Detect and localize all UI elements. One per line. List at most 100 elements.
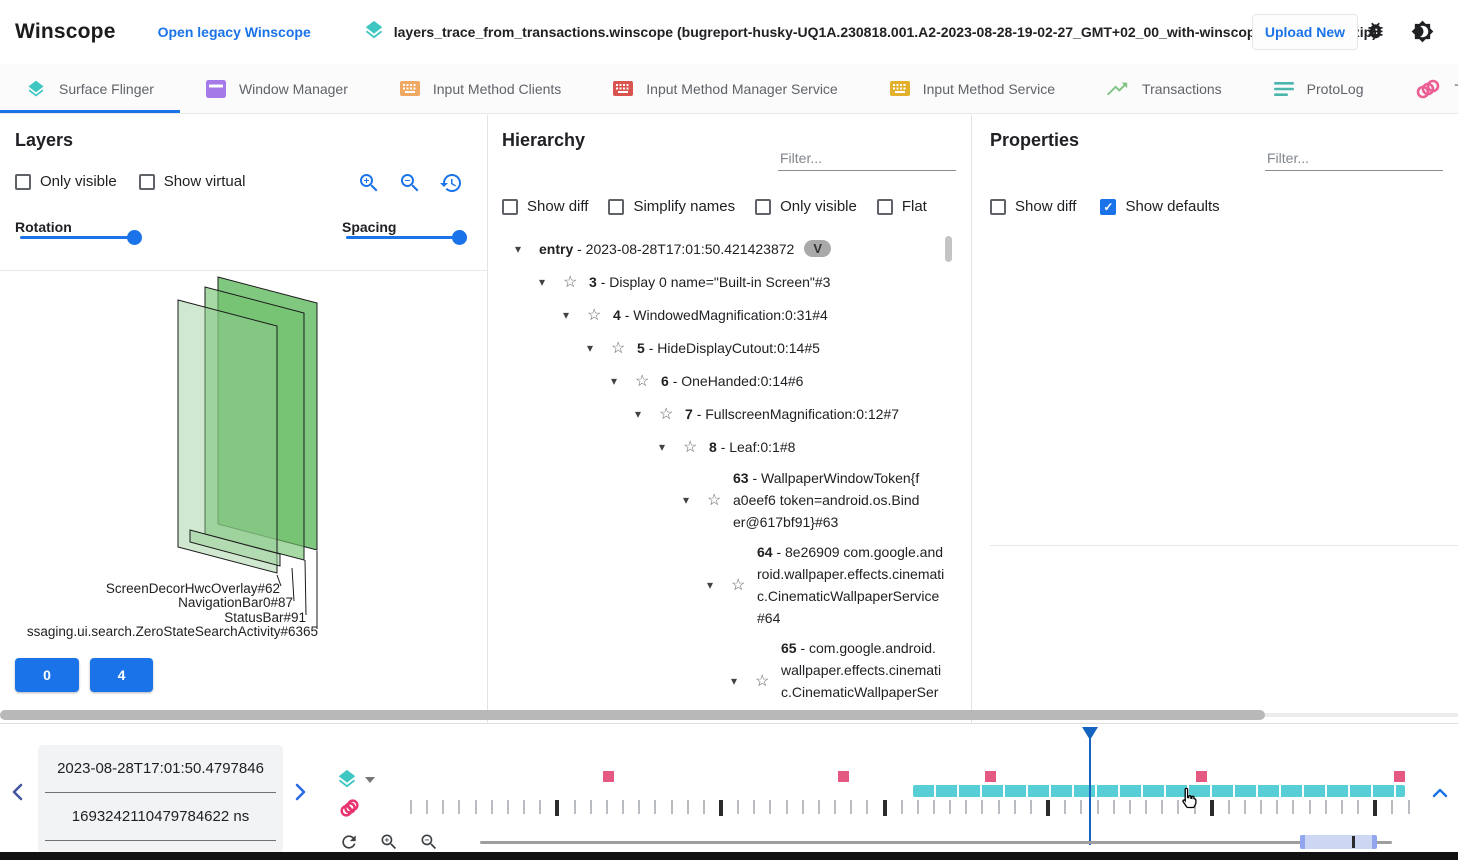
collapse-arrow-icon[interactable]: ▾ [515,241,522,256]
slider-thumb[interactable] [127,230,142,245]
tree-node[interactable]: ▾ ☆ 65 - com.google.android.wallpaper.eff… [731,640,942,700]
collapse-arrow-icon[interactable]: ▾ [611,373,618,388]
tab-input-method-manager-service[interactable]: Input Method Manager Service [587,64,863,113]
tree-node[interactable]: ▾ ☆ 64 - 8e26909 com.google.android.wallp… [707,544,945,626]
hierarchy-filter-input[interactable] [778,146,956,171]
simplify-names-checkbox[interactable]: ✓Simplify names [608,198,735,215]
show-defaults-checkbox[interactable]: ✓ Show defaults [1100,198,1220,215]
slider-thumb[interactable] [452,230,467,245]
spacing-slider[interactable] [346,230,467,245]
tab-input-method-service[interactable]: Input Method Service [864,64,1081,113]
tree-node[interactable]: ▾ ☆ 5 - HideDisplayCutout:0:14#5 [587,339,820,357]
checkbox-box[interactable]: ✓ [138,173,155,190]
hierarchy-scrollbar[interactable] [945,236,952,262]
trace-selector-caret-icon[interactable] [365,777,375,783]
tab-transitions[interactable]: Tra [1389,64,1458,113]
checkbox-box[interactable]: ✓ [876,198,893,215]
transition-marker[interactable] [985,771,996,782]
checkbox-box[interactable]: ✓ [1100,198,1117,215]
star-icon[interactable]: ☆ [587,306,602,324]
collapse-arrow-icon[interactable]: ▾ [707,578,714,592]
checkbox-box[interactable]: ✓ [608,198,625,215]
rotation-label: Rotation [15,219,72,235]
checkbox-box[interactable]: ✓ [502,198,518,215]
only-visible-checkbox[interactable]: ✓ Only visible [15,173,117,190]
timeline-zoom-in-icon[interactable] [379,832,399,857]
transition-marker[interactable] [1394,771,1405,782]
show-diff-checkbox[interactable]: ✓ Show diff [990,198,1076,215]
timeline-ruler[interactable] [410,727,1410,850]
display-0-button[interactable]: 0 [15,658,79,692]
star-icon[interactable]: ☆ [683,438,698,456]
layer-label[interactable]: ScreenDecorHwcOverlay#62 [105,581,280,596]
timestamp-human-field[interactable]: 2023-08-28T17:01:50.4797846 [45,745,276,793]
sf-trace-toggle-icon[interactable] [336,768,358,795]
tab-window-manager[interactable]: Window Manager [180,64,374,113]
collapse-arrow-icon[interactable]: ▾ [539,274,546,289]
star-icon[interactable]: ☆ [731,577,746,594]
zoom-in-icon[interactable] [357,171,381,200]
checkbox-box[interactable]: ✓ [755,198,772,215]
star-icon[interactable]: ☆ [563,273,578,291]
star-icon[interactable]: ☆ [659,405,674,423]
properties-filter-input[interactable] [1265,146,1443,171]
bug-report-icon[interactable] [1365,20,1386,46]
next-entry-chevron-icon[interactable] [292,782,308,807]
tree-node-entry[interactable]: ▾ entry - 2023-08-28T17:01:50.421423872 … [502,232,945,265]
timestamp-ns-field[interactable]: 1693242110479784622 ns [45,793,276,841]
display-4-button[interactable]: 4 [90,658,153,692]
only-visible-checkbox[interactable]: ✓Only visible [755,198,857,215]
transition-marker[interactable] [603,771,614,782]
timeline-cursor[interactable] [1082,727,1098,845]
collapse-arrow-icon[interactable]: ▾ [659,439,666,454]
main-scrollbar-thumb[interactable] [0,710,1265,720]
dark-mode-toggle-icon[interactable] [1411,20,1434,48]
checkbox-box[interactable]: ✓ [15,173,31,190]
prev-entry-chevron-icon[interactable] [10,782,26,807]
collapse-timeline-chevron-icon[interactable] [1431,786,1449,805]
upload-new-button[interactable]: Upload New [1251,14,1358,50]
tree-node[interactable]: ▾ ☆ 8 - Leaf:0:1#8 [659,438,796,456]
collapse-arrow-icon[interactable]: ▾ [563,307,570,322]
ruler-tick [769,800,772,814]
layer-label[interactable]: NavigationBar0#87 [178,595,293,610]
rotation-slider[interactable] [20,230,142,245]
layers-3d-canvas[interactable] [0,270,487,660]
timeline-range-track[interactable] [480,841,1392,844]
refresh-icon[interactable] [339,832,359,857]
tree-node[interactable]: ▾ ☆ 4 - WindowedMagnification:0:31#4 [563,306,828,324]
tab-protolog[interactable]: ProtoLog [1248,64,1390,113]
tree-node[interactable]: ▾ ☆ 7 - FullscreenMagnification:0:12#7 [635,405,900,423]
star-icon[interactable]: ☆ [611,339,626,357]
tab-transactions[interactable]: Transactions [1081,64,1248,113]
layer-label[interactable]: ssaging.ui.search.ZeroStateSearchActivit… [26,624,318,639]
tree-node[interactable]: ▾ ☆ 63 - WallpaperWindowToken{fa0eef6 tok… [683,470,920,530]
show-diff-checkbox[interactable]: ✓Show diff [502,198,588,215]
transition-marker[interactable] [838,771,849,782]
star-icon[interactable]: ☆ [635,372,650,390]
transitions-trace-toggle-icon[interactable] [338,797,362,824]
star-icon[interactable]: ☆ [707,492,722,509]
cursor-head-icon[interactable] [1082,727,1098,740]
show-virtual-checkbox[interactable]: ✓ Show virtual [138,173,245,190]
timeline-range-selection[interactable] [1300,835,1377,849]
collapse-arrow-icon[interactable]: ▾ [731,674,738,688]
tree-node[interactable]: ▾ ☆ 6 - OneHanded:0:14#6 [611,372,804,390]
transition-marker[interactable] [1196,771,1207,782]
timeline-zoom-out-icon[interactable] [419,832,439,857]
tab-input-method-clients[interactable]: Input Method Clients [374,64,587,113]
zoom-out-icon[interactable] [398,171,422,200]
sf-trace-bar[interactable] [913,785,1405,797]
open-legacy-link[interactable]: Open legacy Winscope [157,24,311,40]
ruler-tick [1407,800,1410,814]
reset-view-icon[interactable] [439,171,463,200]
star-icon[interactable]: ☆ [755,673,770,690]
layer-label[interactable]: StatusBar#91 [224,610,306,625]
checkbox-box[interactable]: ✓ [990,198,1006,215]
tab-surface-flinger[interactable]: Surface Flinger [0,64,180,113]
collapse-arrow-icon[interactable]: ▾ [587,340,594,355]
collapse-arrow-icon[interactable]: ▾ [635,406,642,421]
flat-checkbox[interactable]: ✓Flat [876,198,927,215]
tree-node[interactable]: ▾ ☆ 3 - Display 0 name="Built-in Screen"#… [539,273,831,291]
collapse-arrow-icon[interactable]: ▾ [683,493,690,507]
